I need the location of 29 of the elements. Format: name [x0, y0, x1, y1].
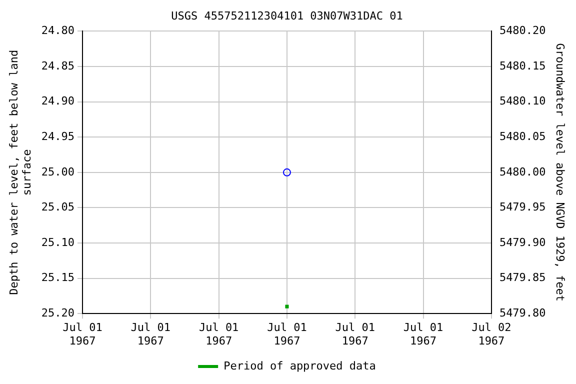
y-tick-label: 25.10 — [41, 236, 75, 249]
y2-tick-label: 5479.95 — [499, 200, 546, 214]
y2-tick-label: 5479.80 — [499, 306, 546, 320]
y-tick-label: 25.05 — [41, 200, 75, 214]
y-tick-label: 24.95 — [41, 130, 75, 143]
y2-tick-label: 5480.00 — [499, 165, 546, 178]
legend-label: Period of approved data — [224, 359, 376, 372]
x-tick-label: Jul 01 1967 — [130, 321, 171, 348]
chart-title: USGS 455752112304101 03N07W31DAC 01 — [171, 9, 403, 22]
y2-axis-title: Groundwater level above NGVD 1929, feet — [554, 43, 567, 302]
y-axis-title: Depth to water level, feet below land surface — [7, 50, 34, 295]
y2-tick-label: 5479.90 — [499, 236, 546, 249]
y2-tick-label: 5479.85 — [499, 271, 546, 284]
y2-tick-label: 5480.20 — [499, 24, 546, 38]
y2-tick-label: 5480.15 — [499, 59, 546, 72]
y-tick-label: 25.00 — [41, 165, 75, 178]
y-tick-label: 25.20 — [41, 306, 75, 320]
x-tick-label: Jul 02 1967 — [472, 321, 512, 348]
x-tick-label: Jul 01 1967 — [403, 321, 444, 348]
x-tick-label: Jul 01 1967 — [267, 321, 307, 348]
y-tick-label: 24.80 — [41, 24, 75, 38]
x-tick-label: Jul 01 1967 — [62, 321, 102, 348]
y-tick-label: 24.90 — [41, 94, 75, 108]
y-tick-label: 24.85 — [41, 59, 75, 72]
y2-tick-label: 5480.10 — [499, 94, 546, 108]
x-tick-label: Jul 01 1967 — [335, 321, 376, 348]
y-tick-label: 25.15 — [41, 271, 75, 284]
x-tick-label: Jul 01 1967 — [198, 321, 239, 348]
y2-tick-label: 5480.05 — [499, 130, 546, 143]
